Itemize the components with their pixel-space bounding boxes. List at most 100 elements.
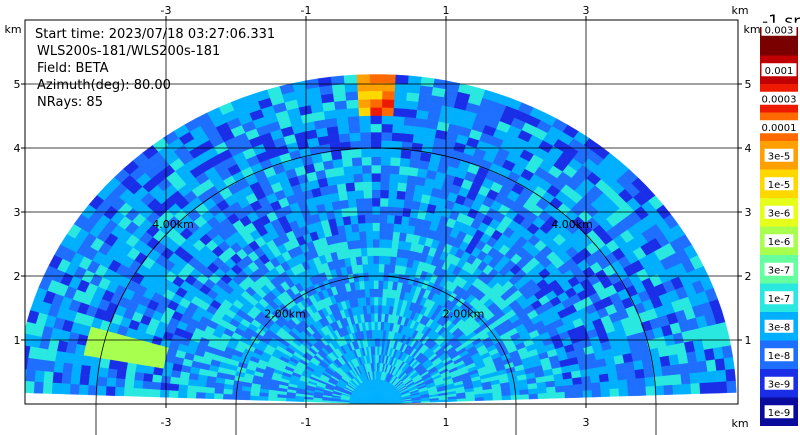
sweep-cell (572, 383, 584, 392)
sweep-cell (374, 329, 378, 339)
sweep-cell (396, 182, 407, 192)
sweep-cell (335, 116, 349, 127)
x-tick-label-top: 1 (443, 4, 450, 17)
sweep-cell (25, 380, 26, 392)
sweep-cell (357, 214, 366, 224)
sweep-cell (357, 222, 366, 232)
sweep-cell (341, 157, 353, 168)
sweep-cell (392, 107, 406, 118)
sweep-cell (383, 263, 391, 273)
sweep-cell (662, 374, 673, 386)
sweep-cell (370, 115, 382, 125)
sweep-cell (589, 374, 601, 384)
sweep-cell (554, 385, 566, 393)
sweep-cell (124, 370, 136, 381)
sweep-cell (60, 383, 71, 395)
sweep-cell (374, 321, 378, 331)
sweep-cell (321, 101, 336, 112)
sweep-cell (624, 361, 635, 372)
sweep-cell (33, 381, 44, 394)
sweep-cell (598, 373, 610, 383)
x-unit-top: km (731, 4, 748, 17)
sweep-cell (258, 396, 269, 401)
sweep-cell (403, 116, 417, 127)
sweep-cell (377, 304, 383, 314)
sweep-cell (406, 174, 418, 185)
sweep-cell (714, 357, 726, 371)
x-tick-label-bottom: 1 (443, 416, 450, 429)
sweep-cell (381, 90, 395, 100)
colorbar-label: 1e-9 (768, 408, 791, 419)
sweep-cell (374, 346, 378, 355)
sweep-cell (169, 376, 181, 385)
y-tick-label-right: 4 (745, 142, 752, 155)
sweep-cell (391, 239, 399, 249)
sweep-cell (365, 222, 373, 232)
sweep-cell (371, 164, 381, 174)
sweep-cell (394, 82, 408, 93)
sweep-cell (346, 190, 356, 200)
sweep-cell (369, 107, 383, 116)
sweep-cell (555, 391, 566, 399)
sweep-cell (96, 385, 107, 396)
sweep-cell (528, 393, 539, 400)
sweep-cell (404, 191, 415, 201)
sweep-cell (333, 166, 345, 177)
sweep-cell (249, 395, 260, 401)
sweep-cell (389, 156, 401, 167)
sweep-cell (43, 371, 54, 384)
sweep-cell (420, 76, 435, 88)
sweep-cell (384, 247, 392, 257)
range-ring-label: 2.00km (443, 308, 485, 321)
sweep-cell (391, 132, 404, 142)
y-tick-label-right: 5 (745, 78, 752, 91)
sweep-cell (353, 181, 364, 191)
sweep-cell (379, 230, 387, 240)
sweep-cell (359, 123, 371, 133)
sweep-cell (627, 386, 638, 397)
sweep-cell (346, 107, 360, 118)
azimuth-label: Azimuth(deg): 80.00 (37, 78, 171, 93)
sweep-cell (374, 337, 378, 347)
sweep-cell (380, 131, 393, 141)
x-tick-label-top: 3 (583, 4, 590, 17)
sweep-cell (689, 372, 700, 384)
sweep-cell (721, 344, 734, 359)
scan-info: Start time: 2023/07/18 03:27:06.331 WLS2… (35, 27, 275, 110)
sweep-cell (626, 378, 637, 388)
sweep-cell (350, 223, 360, 233)
sweep-cell (671, 373, 682, 385)
sweep-cell (645, 385, 656, 396)
sweep-cell (616, 370, 628, 381)
sweep-cell (380, 164, 391, 174)
sweep-cell (373, 280, 379, 289)
sweep-cell (372, 263, 380, 273)
sweep-cell (361, 255, 368, 265)
sweep-cell (371, 181, 381, 190)
colorbar-label: 0.0003 (762, 94, 797, 105)
sweep-cell (365, 230, 373, 240)
sweep-cell (591, 389, 602, 398)
sweep-cell (337, 191, 348, 201)
sweep-cell (372, 222, 380, 232)
sweep-cell (376, 337, 381, 347)
sweep-cell (395, 198, 405, 209)
colorbar-label: 1e-6 (768, 237, 791, 248)
sweep-cell (52, 372, 63, 384)
sweep-cell (390, 247, 398, 258)
sweep-cell (78, 384, 89, 396)
sweep-cell (415, 176, 427, 187)
sweep-cell (133, 379, 144, 390)
sweep-cell (105, 386, 116, 396)
sweep-cell (389, 256, 397, 266)
sweep-cell (407, 166, 419, 177)
sweep-cell (390, 148, 402, 159)
sweep-cell (382, 288, 388, 298)
sweep-cell (351, 156, 363, 167)
sweep-cell (44, 360, 56, 373)
sweep-cell (379, 181, 390, 191)
sweep-cell (608, 379, 619, 390)
sweep-cell (365, 238, 374, 248)
sweep-cell (412, 134, 425, 145)
